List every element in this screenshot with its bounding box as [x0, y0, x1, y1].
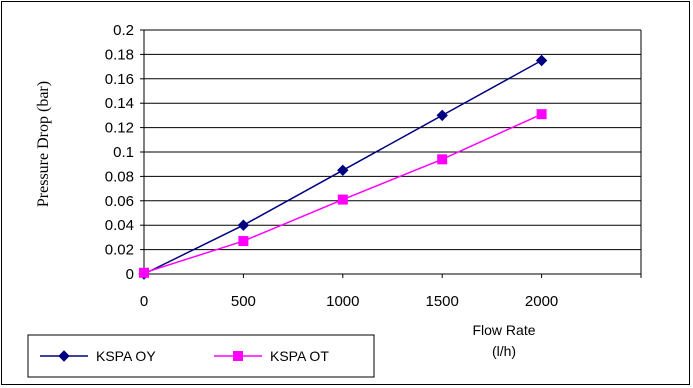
y-tick-label: 0.14 — [105, 95, 134, 112]
data-point — [337, 164, 349, 177]
data-point — [238, 236, 249, 247]
x-tick-labels: 0 500 1000 1500 2000 — [140, 293, 558, 310]
data-point — [535, 54, 548, 67]
legend-box — [27, 334, 375, 378]
x-tick-label: 1000 — [326, 293, 359, 310]
legend: KSPA OY KSPA OT — [27, 334, 375, 378]
series-1 — [138, 54, 548, 280]
y-tick-labels: 0 0.02 0.04 0.06 0.08 0.1 0.12 0.14 0.16 0.18 0.2 — [105, 22, 134, 283]
axes-layer — [140, 29, 642, 278]
series-2 — [139, 109, 547, 278]
series-layer — [138, 54, 548, 280]
y-axis-title: Pressure Drop (bar) — [35, 81, 52, 207]
x-axis-title: Flow Rate (l/h) — [472, 322, 535, 359]
data-point — [139, 267, 149, 278]
legend-marker — [233, 351, 243, 361]
x-tick-label: 1500 — [426, 293, 459, 310]
data-point — [337, 194, 348, 205]
legend-entry-1: KSPA OY — [40, 348, 156, 364]
data-point — [437, 154, 448, 165]
y-tick-label: 0.2 — [113, 22, 134, 39]
y-tick-label: 0.18 — [105, 46, 134, 63]
y-tick-label: 0 — [126, 266, 134, 283]
y-tick-label: 0.16 — [105, 71, 134, 88]
data-point — [536, 109, 547, 120]
y-tick-label: 0.12 — [105, 120, 134, 137]
y-tick-label: 0.02 — [105, 242, 134, 259]
grid-layer — [144, 29, 641, 251]
data-point — [237, 219, 250, 231]
y-tick-label: 0.08 — [105, 168, 134, 185]
data-point — [436, 109, 448, 122]
x-tick-label: 2000 — [525, 293, 558, 310]
legend-label: KSPA OY — [96, 348, 156, 364]
legend-entry-2: KSPA OT — [214, 348, 329, 364]
x-tick-label: 500 — [231, 293, 256, 310]
y-tick-label: 0.1 — [113, 144, 134, 161]
legend-marker — [58, 350, 70, 362]
legend-label: KSPA OT — [270, 348, 329, 364]
y-tick-label: 0.04 — [105, 217, 134, 234]
x-tick-label: 0 — [140, 293, 148, 310]
y-tick-label: 0.06 — [105, 193, 134, 210]
series-line — [143, 113, 542, 274]
